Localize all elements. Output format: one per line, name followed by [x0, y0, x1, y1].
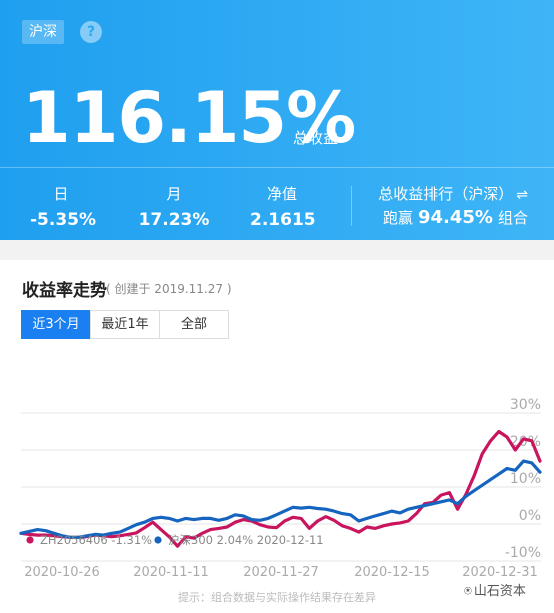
- legend-label: 沪深300 2.04% 2020-12-11: [168, 533, 324, 547]
- stat-nav-value: 2.1615: [250, 210, 316, 230]
- ranking-suffix: 组合: [497, 209, 528, 227]
- watermark-text: 山石资本: [473, 584, 526, 599]
- return-line-chart: 30%20%10%0%-10% ZH2056406 -1.31% 沪深300 2.…: [19, 397, 542, 580]
- header-divider: [0, 167, 554, 168]
- chart-series: [19, 429, 542, 548]
- total-return-label: 总收益: [293, 129, 339, 147]
- tab-3-months[interactable]: 近3个月: [21, 310, 91, 339]
- series-line-1: [19, 459, 542, 539]
- x-axis-ticks: 2020-10-26 2020-11-11 2020-11-27 2020-12-15…: [24, 565, 538, 580]
- card-title: 收益率走势: [22, 281, 107, 301]
- disclaimer-hint: 提示：组合数据与实际操作结果存在差异: [178, 591, 376, 604]
- ranking-toggle[interactable]: 总收益排行（沪深） ⇌: [378, 184, 528, 205]
- stat-monthly-label: 月: [166, 185, 182, 203]
- x-tick-label: 2020-12-15: [354, 565, 430, 580]
- return-trend-card: 收益率走势 ( 创建于 2019.11.27 ) 近3个月 最近1年 全部 30…: [0, 260, 554, 613]
- y-tick-label: 10%: [510, 471, 541, 487]
- legend-label: ZH2056406 -1.31%: [40, 533, 152, 547]
- x-tick-label: 2020-12-31: [462, 565, 538, 580]
- stat-daily-value: -5.35%: [30, 210, 97, 230]
- stat-daily: 日 -5.35%: [30, 184, 97, 233]
- ranking-label: 总收益排行（沪深）: [378, 185, 514, 203]
- ranking-value: 94.45%: [418, 207, 493, 228]
- x-tick-label: 2020-10-26: [24, 565, 100, 580]
- stat-daily-label: 日: [53, 185, 69, 203]
- tab-all[interactable]: 全部: [159, 310, 229, 339]
- legend-marker: [154, 536, 162, 544]
- chart-legend: ZH2056406 -1.31% 沪深300 2.04% 2020-12-11: [26, 533, 324, 547]
- y-tick-label: 30%: [510, 397, 541, 413]
- range-tabs: 近3个月 最近1年 全部: [21, 310, 229, 339]
- ranking-prefix: 跑赢: [382, 209, 413, 227]
- swap-icon[interactable]: ⇌: [516, 187, 528, 203]
- portfolio-summary-header: 沪深 ? 116.15% 总收益 日 -5.35% 月 17.23% 净值 2.…: [0, 0, 554, 240]
- market-tag: 沪深: [22, 20, 64, 44]
- watermark: ⍟ 山石资本: [460, 580, 530, 599]
- x-tick-label: 2020-11-11: [133, 565, 209, 580]
- card-subtitle: ( 创建于 2019.11.27 ): [106, 282, 232, 296]
- total-return-value: 116.15%: [22, 77, 356, 159]
- stat-nav: 净值 2.1615: [250, 184, 316, 233]
- legend-marker: [26, 536, 34, 544]
- watermark-icon: ⍟: [464, 584, 472, 599]
- y-tick-label: 0%: [519, 508, 541, 524]
- stat-monthly-value: 17.23%: [138, 210, 210, 230]
- stat-monthly: 月 17.23%: [138, 184, 210, 233]
- y-tick-label: -10%: [505, 545, 541, 561]
- stat-nav-label: 净值: [266, 185, 297, 203]
- y-axis-ticks: 30%20%10%0%-10%: [505, 397, 541, 561]
- ranking-result: 跑赢 94.45% 组合: [383, 205, 528, 231]
- stats-divider: [351, 186, 352, 226]
- x-tick-label: 2020-11-27: [243, 565, 319, 580]
- tab-1-year[interactable]: 最近1年: [90, 310, 160, 339]
- series-line-0: [19, 429, 542, 548]
- help-icon[interactable]: ?: [80, 21, 102, 43]
